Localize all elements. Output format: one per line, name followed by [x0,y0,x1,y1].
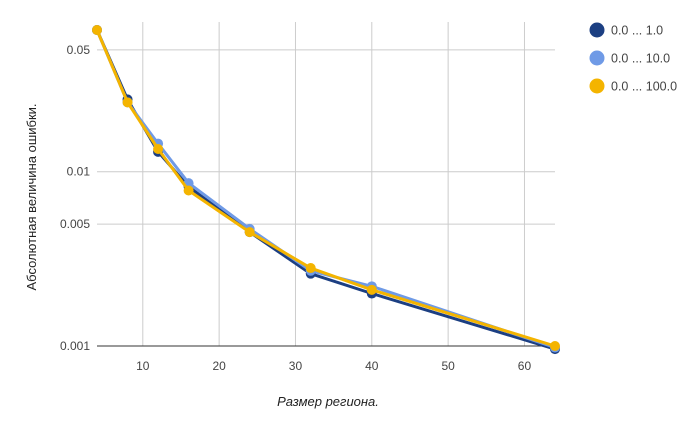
x-tick-label: 20 [212,359,226,373]
y-axis-ticks: 0.001 0.005 0.01 0.05 [60,43,90,353]
x-axis-ticks: 10 20 30 40 50 60 [136,359,531,373]
grid [97,22,555,347]
data-point [305,263,316,274]
data-point [244,227,255,238]
legend-marker [589,50,605,66]
x-tick-label: 10 [136,359,150,373]
y-tick-label: 0.05 [67,43,91,57]
legend-marker [589,22,605,38]
legend: 0.0 ... 1.0 0.0 ... 10.0 0.0 ... 100.0 [589,22,677,94]
data-point [153,143,164,154]
data-point [122,97,133,108]
x-tick-label: 50 [441,359,455,373]
y-tick-label: 0.01 [67,165,91,179]
series-1 [92,25,560,355]
data-point [550,341,560,351]
series-line [95,28,557,349]
x-tick-label: 60 [518,359,532,373]
legend-marker [589,78,605,94]
x-tick-label: 40 [365,359,379,373]
x-axis-title: Размер региона. [277,394,379,409]
legend-label: 0.0 ... 1.0 [611,24,663,38]
y-axis-title: Абсолютная величина ошибки. [24,103,39,290]
data-point [183,185,194,196]
legend-label: 0.0 ... 100.0 [611,80,677,94]
series-line [95,28,557,351]
series-line [95,28,557,348]
data-point [92,25,102,35]
y-tick-label: 0.001 [60,339,90,353]
series-layer [92,25,560,355]
series-3 [92,25,560,351]
series-2 [92,25,560,353]
data-point [366,284,377,295]
y-tick-label: 0.005 [60,217,90,231]
x-tick-label: 30 [289,359,303,373]
legend-label: 0.0 ... 10.0 [611,52,670,66]
